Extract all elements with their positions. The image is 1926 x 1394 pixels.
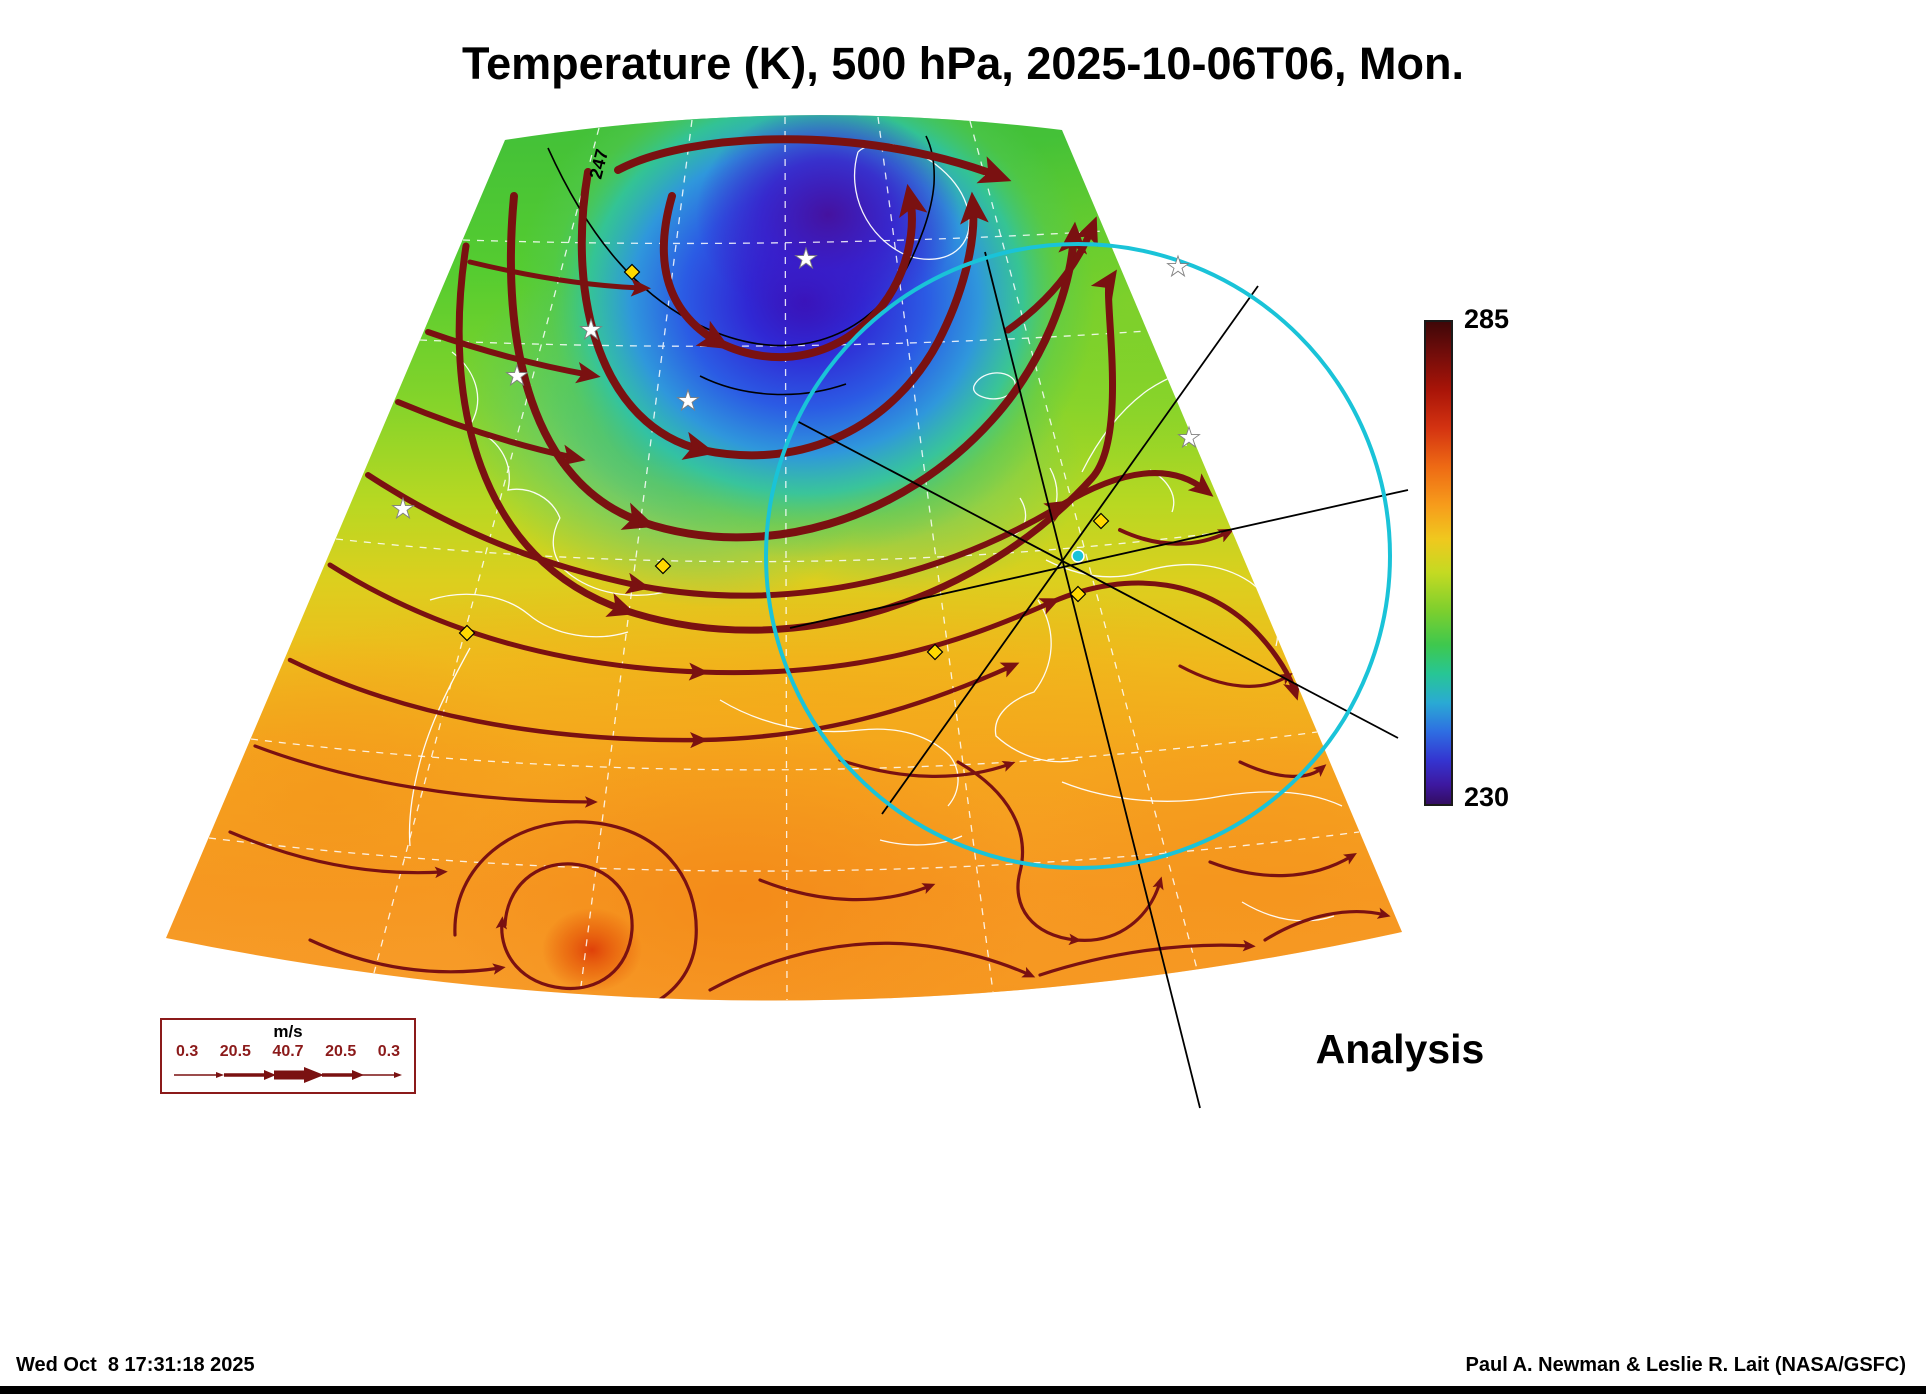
chord-line bbox=[794, 419, 1399, 739]
coastline bbox=[1061, 781, 1343, 807]
graticule-line bbox=[335, 530, 1233, 563]
streamline bbox=[455, 242, 636, 617]
colorbar-max-label: 285 bbox=[1464, 304, 1510, 334]
coastline bbox=[879, 835, 963, 846]
streamline bbox=[614, 135, 1012, 184]
wind-legend-units: m/s bbox=[273, 1022, 303, 1041]
streamline bbox=[838, 758, 1016, 778]
graticule-line bbox=[250, 731, 1318, 771]
coastline bbox=[719, 699, 959, 807]
coastline bbox=[429, 593, 629, 638]
streamline bbox=[1057, 470, 1214, 509]
streamline bbox=[697, 662, 1020, 743]
chord-line bbox=[789, 489, 1409, 629]
wind-legend-value: 0.3 bbox=[377, 1043, 400, 1060]
streamline bbox=[308, 938, 506, 975]
streamline bbox=[287, 657, 709, 749]
circle-center-dot bbox=[1071, 549, 1085, 563]
streamline bbox=[659, 192, 731, 350]
page-title: Temperature (K), 500 hPa, 2025-10-06T06,… bbox=[461, 38, 1465, 89]
wind-legend-value: 20.5 bbox=[219, 1043, 251, 1060]
streamlines bbox=[228, 135, 1391, 1001]
streamline bbox=[1178, 664, 1293, 688]
streamline bbox=[698, 191, 989, 460]
streamline bbox=[1238, 760, 1327, 778]
colorbar bbox=[1424, 320, 1453, 806]
temperature-contours bbox=[547, 135, 935, 396]
streamline bbox=[327, 562, 709, 681]
streamline bbox=[253, 744, 598, 808]
streamline bbox=[708, 941, 1036, 992]
credit-text: Paul A. Newman & Leslie R. Lait (NASA/GS… bbox=[1465, 1354, 1906, 1376]
coastline bbox=[1241, 901, 1335, 922]
map-fan bbox=[166, 115, 1402, 1001]
streamline bbox=[228, 830, 448, 879]
range-circle bbox=[764, 242, 1392, 870]
graticule bbox=[208, 116, 1360, 1001]
graticule-line bbox=[208, 831, 1360, 872]
streamline bbox=[467, 259, 651, 297]
streamline bbox=[758, 878, 936, 902]
streamline bbox=[956, 760, 1082, 946]
graticule-line bbox=[373, 127, 600, 974]
wind-legend-values: 0.3 20.5 40.7 20.5 0.3 bbox=[162, 1043, 414, 1061]
great-circle-overlay bbox=[764, 242, 1409, 1109]
streamline bbox=[395, 399, 586, 466]
coastline bbox=[552, 517, 673, 596]
streamline bbox=[697, 598, 1061, 676]
wind-legend-value: 0.3 bbox=[176, 1043, 199, 1060]
analysis-label: Analysis bbox=[1315, 1026, 1485, 1072]
wind-legend-value: 40.7 bbox=[272, 1043, 304, 1060]
streamline bbox=[506, 192, 656, 530]
streamline bbox=[1074, 876, 1164, 942]
streamline bbox=[1208, 853, 1357, 878]
coastline bbox=[451, 351, 561, 519]
streamline bbox=[495, 862, 634, 991]
graticule-line bbox=[462, 230, 1105, 245]
wind-legend-value: 20.5 bbox=[325, 1043, 357, 1060]
graticule-line bbox=[969, 120, 1198, 970]
contour-line bbox=[699, 375, 847, 396]
bottom-border-bar bbox=[0, 1386, 1926, 1394]
streamline bbox=[714, 183, 928, 362]
great-circle-chords bbox=[789, 251, 1409, 1109]
contour-line bbox=[547, 135, 935, 347]
chord-line bbox=[984, 251, 1201, 1109]
colorbar-min-label: 230 bbox=[1464, 782, 1510, 812]
graticule-line bbox=[579, 119, 693, 995]
streamline bbox=[620, 269, 1117, 634]
wind-speed-legend: m/s 0.3 20.5 40.7 20.5 0.3 bbox=[160, 1018, 416, 1094]
streamline bbox=[1118, 528, 1235, 546]
coastline bbox=[994, 599, 1079, 763]
graticule-line bbox=[419, 330, 1148, 347]
streamline bbox=[1004, 216, 1098, 334]
streamline bbox=[638, 221, 1088, 542]
streamline bbox=[637, 500, 1070, 599]
coastline bbox=[408, 647, 471, 847]
streamline bbox=[577, 168, 716, 460]
generated-timestamp: Wed Oct 8 17:31:18 2025 bbox=[16, 1354, 255, 1376]
wind-speed-scale-glyph bbox=[174, 1067, 402, 1083]
chord-line bbox=[881, 285, 1259, 815]
streamline bbox=[425, 329, 601, 384]
streamline bbox=[1263, 907, 1391, 942]
streamline bbox=[1038, 939, 1256, 977]
streamline bbox=[365, 472, 651, 594]
